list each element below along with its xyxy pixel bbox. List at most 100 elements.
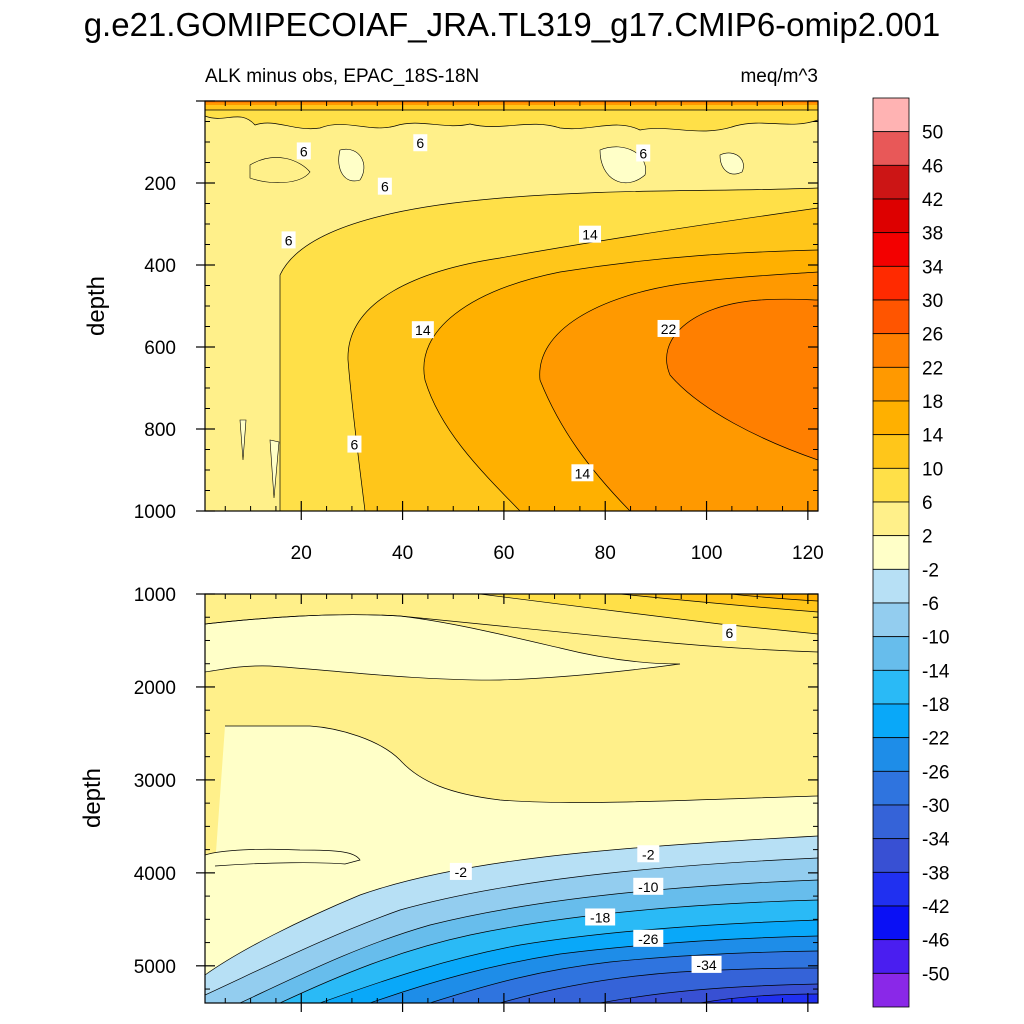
lower-panel-fill <box>205 594 818 1003</box>
contour-label: -26 <box>638 931 658 947</box>
upper-eddy-5 <box>269 439 280 499</box>
colorbar-label: -22 <box>922 729 949 750</box>
lower-region-10-to-14 <box>620 594 818 612</box>
contour-label: -18 <box>590 909 610 925</box>
colorbar-box <box>872 669 910 705</box>
colorbar-box <box>872 636 910 671</box>
y-tick-label: 800 <box>144 420 176 441</box>
colorbar-label: 42 <box>922 190 943 211</box>
contour-label-bg <box>633 929 664 947</box>
colorbar-label: -42 <box>922 897 949 918</box>
x-tick-label: 40 <box>392 543 413 564</box>
colorbar-box <box>872 804 910 840</box>
contour-label-bg <box>722 624 737 642</box>
y-tick-label: 1000 <box>134 585 176 606</box>
colorbar-label: -50 <box>922 964 949 985</box>
colorbar-label: -14 <box>922 661 950 682</box>
figure-title: g.e21.GOMIPECOIAF_JRA.TL319_g17.CMIP6-om… <box>84 6 941 43</box>
colorbar-box <box>872 939 910 974</box>
lower-region-minus2-to-2-upper <box>205 614 680 681</box>
colorbar-box <box>872 535 910 570</box>
colorbar-label: -26 <box>922 762 949 783</box>
colorbar-label: 50 <box>922 123 943 144</box>
upper-eddy-2 <box>338 148 365 182</box>
upper-panel-fill <box>205 101 818 511</box>
contour-label-bg <box>377 177 392 195</box>
lower-axes: 1000 2000 3000 4000 5000 <box>134 585 818 1012</box>
lower-plot-frame <box>204 593 819 1004</box>
colorbar-box <box>872 434 910 469</box>
contour-label-bg <box>281 231 296 249</box>
contour-label: 6 <box>351 437 359 453</box>
colorbar-box <box>872 568 910 604</box>
y-tick-label: 200 <box>144 174 176 195</box>
contour-label-bg <box>585 908 616 926</box>
contour-label-bg <box>296 142 311 160</box>
colorbar-box <box>872 703 910 739</box>
contour-label: -2 <box>455 864 468 880</box>
contour-label: -10 <box>638 879 658 895</box>
contour-label: 6 <box>639 145 647 161</box>
lower-y-axis-label: depth <box>79 768 106 828</box>
colorbar-label: 6 <box>922 493 933 514</box>
y-tick-label: 600 <box>144 338 176 359</box>
colorbar-box <box>872 299 910 335</box>
upper-eddy-4 <box>719 152 744 175</box>
contour-label-bg <box>347 435 362 453</box>
colorbar: 50 46 42 38 34 30 26 22 18 14 10 6 2 -2 -6 -10 -14 -18 -22… <box>872 97 950 1008</box>
contour-label: 14 <box>415 322 431 338</box>
upper-eddy-1 <box>249 157 311 183</box>
upper-contour-lines <box>205 109 818 511</box>
colorbar-label: 22 <box>922 358 943 379</box>
upper-y-axis-label: depth <box>83 276 110 336</box>
colorbar-box <box>872 467 910 503</box>
contour-label: 6 <box>300 143 308 159</box>
contour-label: -2 <box>642 846 655 862</box>
contour-label-bg <box>449 862 472 880</box>
panel-subtitle-left: ALK minus obs, EPAC_18S-18N <box>205 66 479 87</box>
colorbar-label: -2 <box>922 560 939 581</box>
colorbar-box <box>872 366 910 402</box>
colorbar-label: 30 <box>922 291 943 312</box>
colorbar-label: 46 <box>922 156 943 177</box>
colorbar-box <box>872 97 910 133</box>
colorbar-box <box>872 265 910 301</box>
colorbar-box <box>872 602 910 638</box>
panel-subtitle-units: meq/m^3 <box>740 66 818 87</box>
upper-axes: 20 40 60 80 100 120 200 400 600 800 1000 <box>134 100 824 564</box>
colorbar-label: -18 <box>922 695 949 716</box>
contour-label-bg <box>411 321 434 339</box>
contour-label-bg <box>633 877 664 895</box>
colorbar-label: -46 <box>922 931 949 952</box>
contour-label: 6 <box>285 232 293 248</box>
contour-label-bg <box>571 464 594 482</box>
contour-label: -34 <box>696 957 716 973</box>
colorbar-label: 18 <box>922 392 943 413</box>
upper-eddy-6 <box>239 419 247 461</box>
colorbar-box <box>872 131 910 166</box>
colorbar-box <box>872 198 910 234</box>
colorbar-label: 10 <box>922 459 943 480</box>
contour-label-bg <box>636 144 651 162</box>
colorbar-label: -10 <box>922 628 949 649</box>
x-tick-label: 120 <box>792 543 824 564</box>
contour-label: 6 <box>381 179 389 195</box>
x-tick-label: 100 <box>691 543 723 564</box>
x-tick-label: 20 <box>291 543 312 564</box>
colorbar-label: -6 <box>922 594 939 615</box>
upper-eddy-3 <box>599 146 646 184</box>
upper-contour-labels: 6 6 6 6 6 14 14 22 6 14 <box>281 134 680 482</box>
y-tick-label: 4000 <box>134 864 176 885</box>
contour-label-bg <box>579 225 602 243</box>
contour-label-bg <box>413 134 428 152</box>
colorbar-box <box>872 501 910 537</box>
colorbar-box <box>872 232 910 267</box>
colorbar-label: 26 <box>922 325 943 346</box>
colorbar-box <box>872 972 910 1008</box>
colorbar-label: -34 <box>922 830 950 851</box>
colorbar-box <box>872 164 910 200</box>
colorbar-box <box>872 737 910 772</box>
colorbar-box <box>872 400 910 436</box>
lower-region-minus42 <box>700 994 818 1003</box>
colorbar-box <box>872 838 910 873</box>
